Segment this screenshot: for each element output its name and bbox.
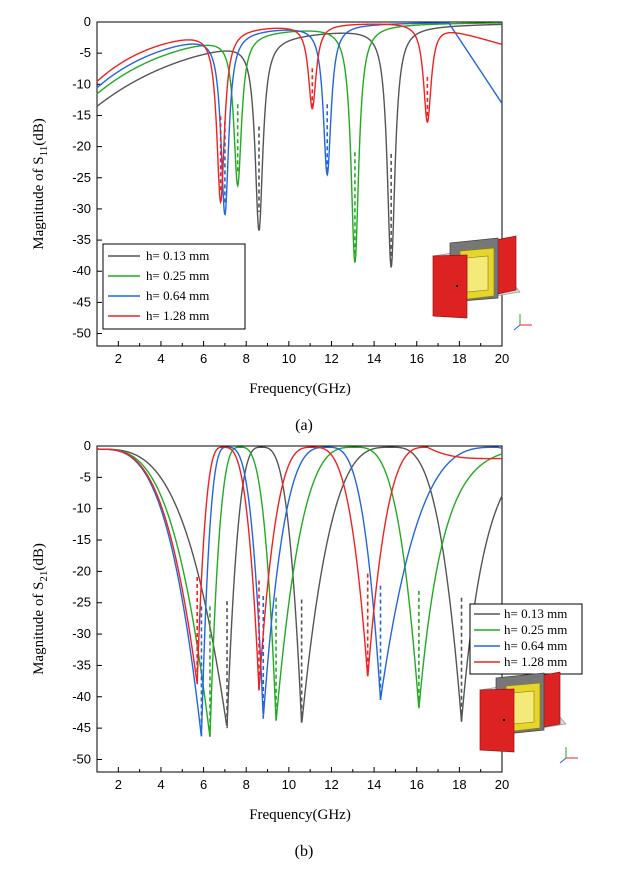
y-axis-title-main-b: Magnitude of S xyxy=(31,582,47,675)
y-tick-label-a: -5 xyxy=(79,45,91,60)
x-tick-label-b: 6 xyxy=(200,777,207,792)
series-line-a-1 xyxy=(96,22,502,263)
legend-label-a-0: h= 0.13 mm xyxy=(146,248,209,263)
y-tick-label-a: -45 xyxy=(72,294,91,309)
y-tick-label-a: -10 xyxy=(72,76,91,91)
y-axis-title-sub: 11 xyxy=(38,146,50,157)
front-patch-b xyxy=(479,688,515,753)
x-tick-label-a: 16 xyxy=(410,351,424,366)
plot-frame-a xyxy=(96,21,503,347)
x-tick-label-b: 10 xyxy=(282,777,296,792)
caption-a: (a) xyxy=(295,417,313,434)
caption-b: (b) xyxy=(295,843,314,860)
x-tick-label-a: 2 xyxy=(115,351,122,366)
x-tick-label-b: 4 xyxy=(157,777,164,792)
y-tick-label-b: -35 xyxy=(72,657,91,672)
x-tick-label-a: 10 xyxy=(282,351,296,366)
x-tick-label-b: 16 xyxy=(410,777,424,792)
legend-b: h= 0.13 mm h= 0.25 mm h= 0.64 mm h= 1.28… xyxy=(469,603,583,675)
series-line-a-3 xyxy=(96,23,503,205)
y-tick-label-b: -25 xyxy=(72,595,91,610)
series-line-a-0 xyxy=(96,23,503,268)
front-patch-a xyxy=(432,254,468,319)
series-line-b-0 xyxy=(97,446,503,729)
panel-b-s21: 2 4 6 8 10 12 14 16 18 20 0 -5 -10 -15 -20 -25 -30 -35 -40… xyxy=(31,438,583,860)
y-axis-title-sub-b: 21 xyxy=(38,571,50,582)
legend-label-b-0: h= 0.13 mm xyxy=(504,606,567,621)
resonator-inner-a xyxy=(466,255,489,293)
y-tick-label-b: -40 xyxy=(72,689,91,704)
y-tick-label-a: 0 xyxy=(84,14,91,29)
y-axis-title-main: Magnitude of S xyxy=(31,156,47,249)
y-tick-label-b: -15 xyxy=(72,532,91,547)
legend-label-a-1: h= 0.25 mm xyxy=(146,268,209,283)
y-tick-label-b: -20 xyxy=(72,563,91,578)
y-tick-label-b: -50 xyxy=(72,751,91,766)
y-tick-label-a: -20 xyxy=(72,139,91,154)
x-tick-label-b: 12 xyxy=(324,777,338,792)
y-tick-label-b: 0 xyxy=(84,438,91,453)
y-tick-label-a: -50 xyxy=(72,326,91,341)
y-axis-title-a: Magnitude of S11(dB) xyxy=(31,118,50,249)
axis-ticks-a: 2 4 6 8 10 12 14 16 18 20 0 -5 -10 -15 -20 -25 -30 -35 -40… xyxy=(72,14,509,366)
y-tick-label-b: -30 xyxy=(72,626,91,641)
legend-label-b-2: h= 0.64 mm xyxy=(504,638,567,653)
legend-label-b-1: h= 0.25 mm xyxy=(504,622,567,637)
coord-z-axis-a xyxy=(513,324,521,331)
x-tick-label-a: 12 xyxy=(324,351,338,366)
legend-box-a xyxy=(102,243,246,330)
port-marker-b xyxy=(503,719,505,721)
y-tick-label-a: -40 xyxy=(72,263,91,278)
y-tick-label-a: -30 xyxy=(72,201,91,216)
legend-label-a-3: h= 1.28 mm xyxy=(146,308,209,323)
x-tick-label-a: 20 xyxy=(495,351,509,366)
y-tick-label-b: -45 xyxy=(72,720,91,735)
y-tick-label-a: -25 xyxy=(72,170,91,185)
x-tick-label-b: 20 xyxy=(495,777,509,792)
panel-a-s11: 2 4 6 8 10 12 14 16 18 20 0 -5 -10 -15 -20 -25 -30 -35 -40… xyxy=(31,14,532,434)
x-tick-label-a: 14 xyxy=(367,351,381,366)
unit-cell-illustration-b xyxy=(479,671,578,764)
x-tick-label-b: 18 xyxy=(452,777,466,792)
series-line-b-2 xyxy=(97,446,503,737)
x-tick-label-b: 2 xyxy=(115,777,122,792)
unit-cell-illustration-a xyxy=(432,235,532,331)
y-axis-title-unit: (dB) xyxy=(31,118,47,146)
x-axis-title-a: Frequency(GHz) xyxy=(249,381,351,397)
x-tick-label-b: 14 xyxy=(367,777,381,792)
series-line-b-1 xyxy=(97,446,503,737)
x-tick-label-b: 8 xyxy=(243,777,250,792)
legend-label-b-3: h= 1.28 mm xyxy=(504,654,567,669)
y-axis-title-b: Magnitude of S21(dB) xyxy=(31,543,50,675)
y-tick-label-a: -15 xyxy=(72,107,91,122)
axis-ticks-b: 2 4 6 8 10 12 14 16 18 20 0 -5 -10 -15 -20 -25 -30 -35 -40… xyxy=(72,438,509,792)
legend-label-a-2: h= 0.64 mm xyxy=(146,288,209,303)
x-tick-label-a: 6 xyxy=(200,351,207,366)
coord-z-axis-b xyxy=(559,757,567,764)
x-tick-label-a: 8 xyxy=(243,351,250,366)
curves-a xyxy=(96,22,503,268)
series-line-a-2 xyxy=(96,22,503,216)
y-axis-title-unit-b: (dB) xyxy=(31,543,47,571)
y-tick-label-b: -10 xyxy=(72,501,91,516)
port-marker-a xyxy=(456,285,458,287)
series-line-b-3 xyxy=(97,446,502,691)
x-tick-label-a: 18 xyxy=(452,351,466,366)
x-tick-label-a: 4 xyxy=(157,351,164,366)
x-axis-title-b: Frequency(GHz) xyxy=(249,807,351,823)
resonator-inner-b xyxy=(512,690,535,725)
y-tick-label-a: -35 xyxy=(72,232,91,247)
legend-a: h= 0.13 mm h= 0.25 mm h= 0.64 mm h= 1.28… xyxy=(102,243,246,330)
y-tick-label-b: -5 xyxy=(79,469,91,484)
curves-b xyxy=(97,446,503,738)
